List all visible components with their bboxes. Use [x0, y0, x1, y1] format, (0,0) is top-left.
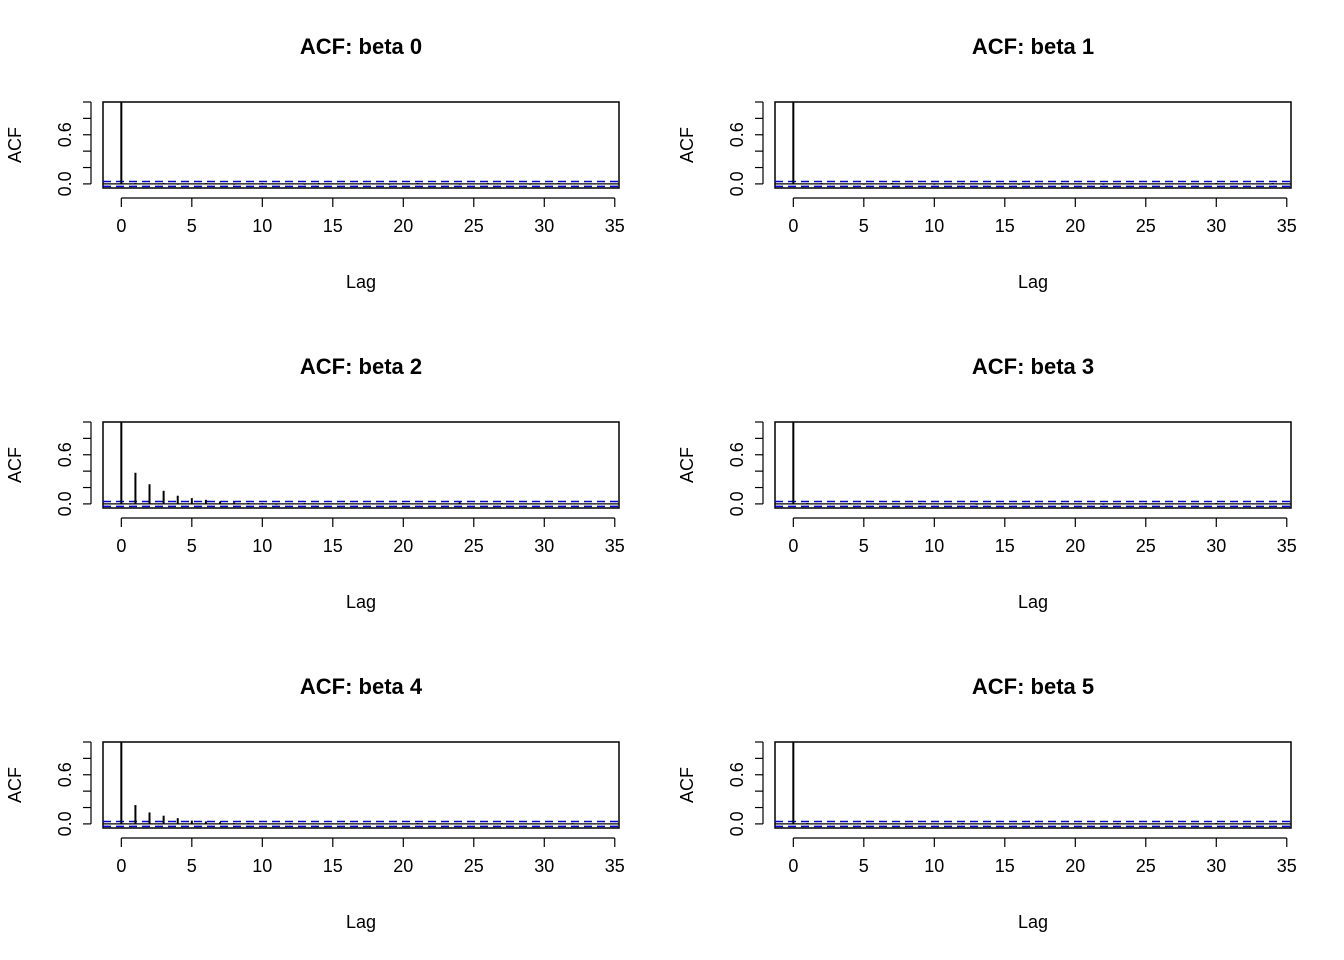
x-tick-label: 10 — [924, 856, 944, 876]
x-axis-label: Lag — [1018, 912, 1048, 932]
plot-frame — [102, 741, 620, 829]
x-tick-label: 35 — [605, 216, 625, 236]
x-tick-label: 20 — [1065, 216, 1085, 236]
x-tick-label: 15 — [995, 856, 1015, 876]
x-tick-label: 0 — [788, 536, 798, 556]
x-tick-label: 5 — [859, 856, 869, 876]
x-axis-label: Lag — [346, 912, 376, 932]
y-axis-label: ACF — [5, 127, 25, 163]
plot-frame — [774, 101, 1292, 189]
y-tick-label: 0.6 — [727, 122, 747, 147]
x-tick-label: 15 — [323, 536, 343, 556]
x-tick-label: 25 — [1136, 536, 1156, 556]
y-tick-label: 0.6 — [55, 442, 75, 467]
y-axis-label: ACF — [677, 767, 697, 803]
x-tick-label: 25 — [464, 216, 484, 236]
y-tick-label: 0.0 — [727, 171, 747, 196]
chart-title: ACF: beta 4 — [300, 674, 423, 699]
x-tick-label: 35 — [605, 856, 625, 876]
x-tick-label: 30 — [1206, 216, 1226, 236]
x-tick-label: 10 — [252, 536, 272, 556]
y-axis-label: ACF — [677, 127, 697, 163]
x-tick-label: 30 — [534, 216, 554, 236]
x-tick-label: 20 — [1065, 536, 1085, 556]
x-tick-label: 5 — [859, 536, 869, 556]
x-tick-label: 25 — [1136, 216, 1156, 236]
y-tick-label: 0.0 — [727, 811, 747, 836]
acf-panel-2: ACF: beta 2 0 5 10 15 20 25 30 35 Lag 0.0 0.6 ACF — [5, 354, 625, 612]
x-tick-label: 10 — [924, 216, 944, 236]
plot-frame — [774, 421, 1292, 509]
chart-title: ACF: beta 2 — [300, 354, 422, 379]
x-tick-label: 20 — [393, 216, 413, 236]
x-tick-label: 0 — [116, 216, 126, 236]
y-tick-label: 0.6 — [727, 762, 747, 787]
x-tick-label: 20 — [1065, 856, 1085, 876]
y-tick-label: 0.6 — [727, 442, 747, 467]
x-tick-label: 5 — [187, 856, 197, 876]
x-tick-label: 10 — [252, 216, 272, 236]
x-tick-label: 25 — [1136, 856, 1156, 876]
x-axis-label: Lag — [1018, 272, 1048, 292]
x-tick-label: 20 — [393, 536, 413, 556]
x-tick-label: 15 — [323, 856, 343, 876]
x-tick-label: 30 — [534, 856, 554, 876]
x-tick-label: 25 — [464, 856, 484, 876]
x-tick-label: 35 — [605, 536, 625, 556]
y-axis-label: ACF — [5, 767, 25, 803]
x-tick-label: 20 — [393, 856, 413, 876]
x-tick-label: 15 — [995, 216, 1015, 236]
x-tick-label: 30 — [1206, 536, 1226, 556]
plot-frame — [774, 741, 1292, 829]
x-tick-label: 0 — [116, 536, 126, 556]
chart-title: ACF: beta 5 — [972, 674, 1094, 699]
x-tick-label: 0 — [116, 856, 126, 876]
y-tick-label: 0.6 — [55, 762, 75, 787]
y-axis-label: ACF — [5, 447, 25, 483]
x-tick-label: 35 — [1277, 216, 1297, 236]
x-tick-label: 35 — [1277, 856, 1297, 876]
acf-panel-4: ACF: beta 4 0 5 10 15 20 25 30 35 Lag 0.0 0.6 ACF — [5, 674, 625, 932]
x-tick-label: 30 — [534, 536, 554, 556]
x-tick-label: 5 — [187, 536, 197, 556]
x-tick-label: 5 — [859, 216, 869, 236]
x-tick-label: 30 — [1206, 856, 1226, 876]
x-tick-label: 10 — [924, 536, 944, 556]
chart-title: ACF: beta 3 — [972, 354, 1094, 379]
acf-panel-3: ACF: beta 3 0 5 10 15 20 25 30 35 Lag 0.0 0.6 ACF — [677, 354, 1297, 612]
y-tick-label: 0.6 — [55, 122, 75, 147]
y-tick-label: 0.0 — [55, 171, 75, 196]
x-tick-label: 25 — [464, 536, 484, 556]
y-tick-label: 0.0 — [55, 491, 75, 516]
acf-panel-1: ACF: beta 1 0 5 10 15 20 25 30 35 Lag 0.0 0.6 ACF — [677, 34, 1297, 292]
x-axis-label: Lag — [346, 592, 376, 612]
x-tick-label: 10 — [252, 856, 272, 876]
x-tick-label: 15 — [995, 536, 1015, 556]
acf-panel-0: ACF: beta 0 0 5 10 15 20 25 30 35 Lag 0.0 0.6 ACF — [5, 34, 625, 292]
x-axis-label: Lag — [1018, 592, 1048, 612]
chart-title: ACF: beta 1 — [972, 34, 1094, 59]
x-tick-label: 5 — [187, 216, 197, 236]
y-tick-label: 0.0 — [727, 491, 747, 516]
x-tick-label: 15 — [323, 216, 343, 236]
plot-frame — [102, 101, 620, 189]
y-axis-label: ACF — [677, 447, 697, 483]
x-axis-label: Lag — [346, 272, 376, 292]
chart-title: ACF: beta 0 — [300, 34, 422, 59]
x-tick-label: 35 — [1277, 536, 1297, 556]
x-tick-label: 0 — [788, 856, 798, 876]
x-tick-label: 0 — [788, 216, 798, 236]
acf-panel-5: ACF: beta 5 0 5 10 15 20 25 30 35 Lag 0.0 0.6 ACF — [677, 674, 1297, 932]
plot-frame — [102, 421, 620, 509]
y-tick-label: 0.0 — [55, 811, 75, 836]
